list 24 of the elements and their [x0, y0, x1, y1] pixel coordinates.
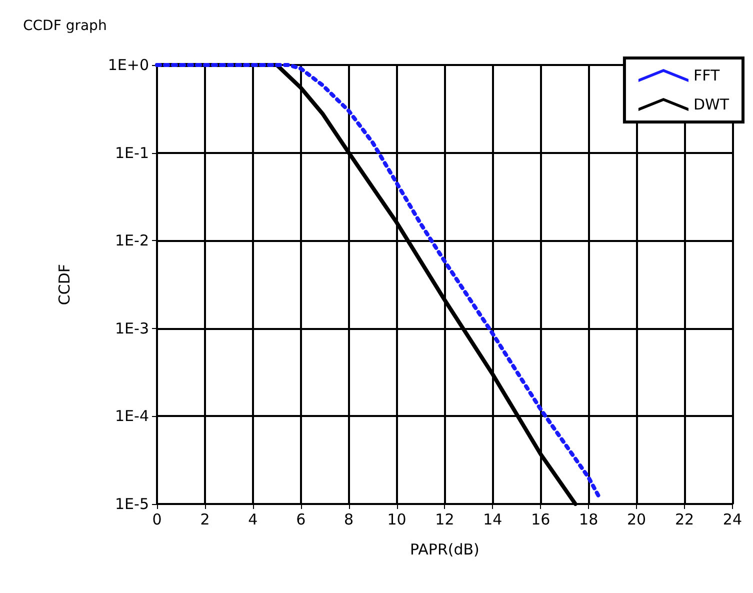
- x-tick-label: 14: [483, 510, 502, 528]
- x-tick-label: 10: [387, 510, 406, 528]
- x-tick-label: 16: [531, 510, 550, 528]
- x-tick-label: 20: [627, 510, 646, 528]
- x-tick-label: 4: [248, 510, 258, 528]
- x-tick-label: 2: [200, 510, 210, 528]
- y-tick-label: 1E+0: [108, 56, 149, 74]
- x-tick-label: 12: [435, 510, 454, 528]
- x-axis-title: PAPR(dB): [410, 540, 480, 558]
- x-tick-label: 6: [296, 510, 306, 528]
- x-tick-label: 24: [722, 510, 742, 528]
- legend-label: DWT: [693, 96, 730, 114]
- y-axis-title: CCDF: [56, 264, 74, 306]
- y-tick-label: 1E-1: [115, 144, 149, 162]
- legend-label: FFT: [693, 66, 720, 84]
- x-tick-label: 22: [674, 510, 694, 528]
- x-tick-label: 18: [579, 510, 598, 528]
- chart-title: CCDF graph: [23, 18, 107, 34]
- x-tick-label: 0: [152, 510, 162, 528]
- y-tick-label: 1E-2: [115, 232, 149, 250]
- y-tick-label: 1E-3: [115, 319, 149, 338]
- y-tick-label: 1E-4: [115, 407, 149, 426]
- y-tick-label: 1E-5: [115, 495, 149, 513]
- x-tick-label: 8: [344, 510, 354, 528]
